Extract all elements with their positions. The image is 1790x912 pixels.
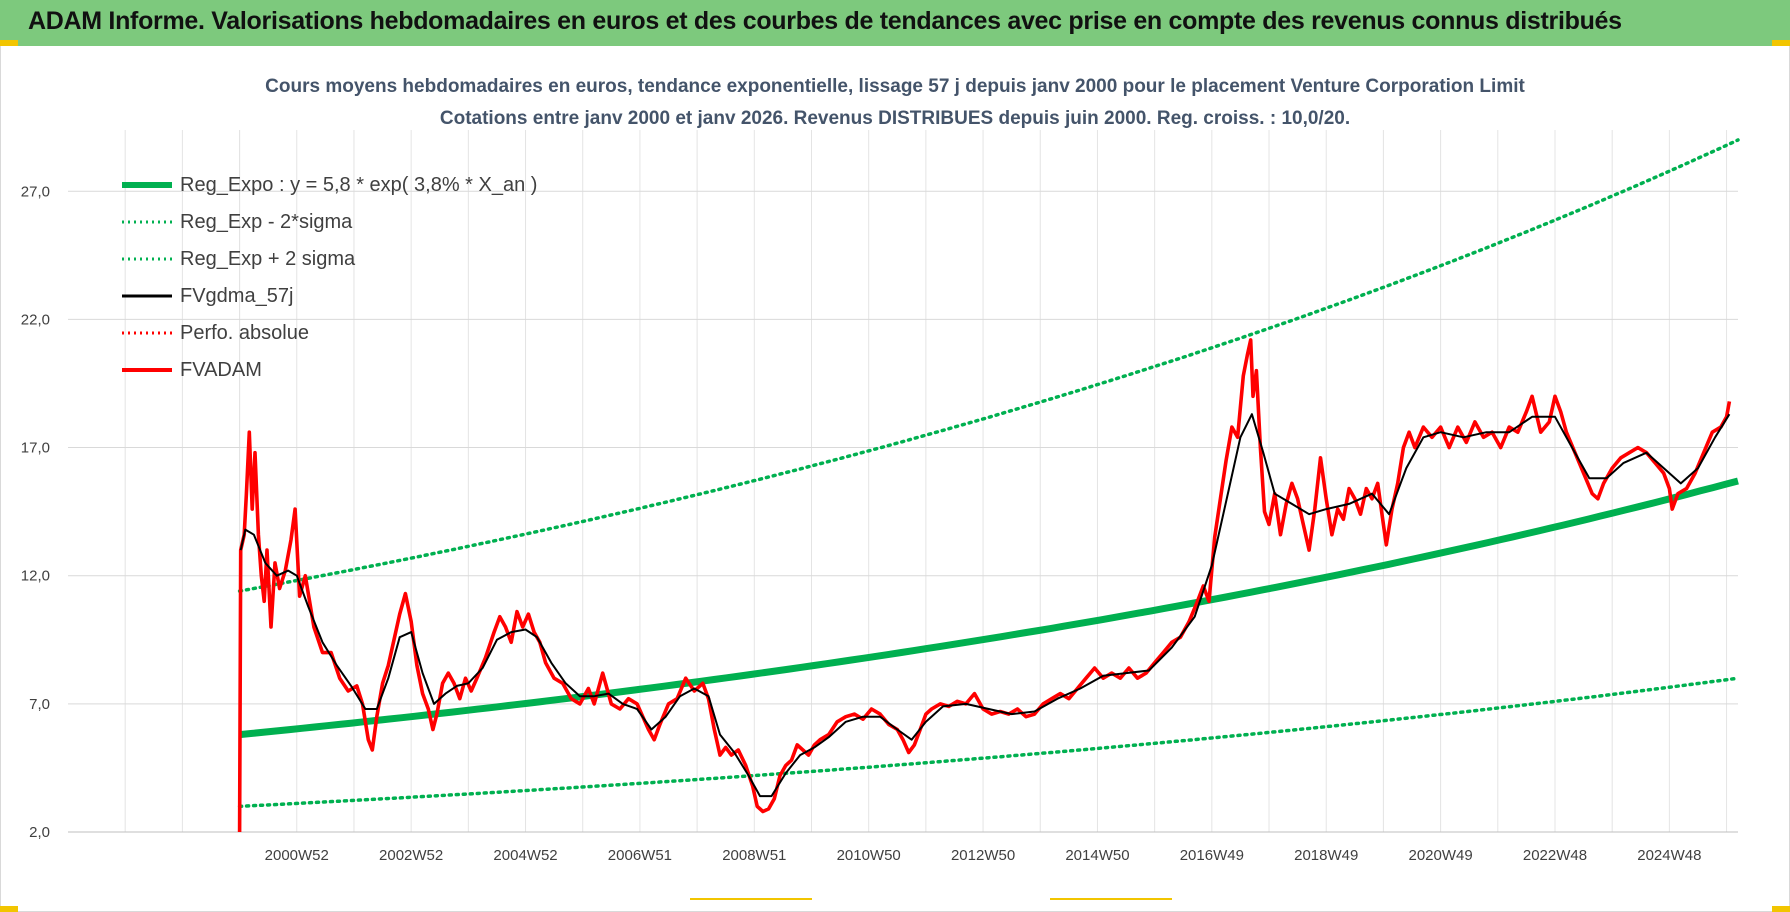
reg-plus-2sigma-line [237,138,1740,593]
chart-title-line-1: Cours moyens hebdomadaires en euros, ten… [265,76,1525,97]
header-banner: ADAM Informe. Valorisations hebdomadaire… [0,0,1790,46]
legend-label: FVADAM [180,359,262,381]
y-tick-label: 27,0 [21,183,50,200]
x-tick-label: 2010W50 [837,847,901,864]
reg-minus-2sigma-line [237,676,1740,809]
series [237,138,1740,833]
axes: 2,0 7,0 12,0 17,0 22,0 27,0 2000W52 2002W52 2004… [21,183,1738,864]
legend-label: FVgdma_57j [180,285,293,307]
x-tick-label: 2022W48 [1523,847,1587,864]
x-tick-label: 2018W49 [1294,847,1358,864]
chart-title-line-2: Cotations entre janv 2000 et janv 2026. … [440,108,1350,129]
corner-mark-bottom-left [0,906,18,912]
x-tick-label: 2006W51 [608,847,672,864]
y-tick-label: 7,0 [29,696,50,713]
legend-label: Reg_Exp - 2*sigma [180,211,353,233]
grid [68,130,1738,833]
x-tick-label: 2000W52 [265,847,329,864]
y-tick-label: 17,0 [21,440,50,457]
bottom-mark-1 [690,898,812,900]
corner-mark-bottom-right [1772,906,1790,912]
x-tick-label: 2016W49 [1180,847,1244,864]
legend: Reg_Expo : y = 5,8 * exp( 3,8% * X_an ) R… [122,174,537,381]
banner-title: ADAM Informe. Valorisations hebdomadaire… [28,7,1622,35]
y-tick-label: 12,0 [21,568,50,585]
corner-mark-top-left [0,40,18,46]
x-tick-label: 2004W52 [493,847,557,864]
corner-mark-top-right [1772,40,1790,46]
chart: 2,0 7,0 12,0 17,0 22,0 27,0 2000W52 2002W52 2004… [21,76,1740,864]
y-tick-label: 22,0 [21,311,50,328]
x-tick-label: 2014W50 [1065,847,1129,864]
fvgdma-57j-line [239,413,1731,798]
x-tick-label: 2020W49 [1408,847,1472,864]
fvadam-line [237,338,1732,833]
x-tick-label: 2012W50 [951,847,1015,864]
x-tick-label: 2002W52 [379,847,443,864]
legend-label: Reg_Exp + 2 sigma [180,248,356,270]
x-tick-label: 2024W48 [1637,847,1701,864]
y-tick-label: 2,0 [29,824,50,841]
legend-label: Perfo. absolue [180,322,309,344]
reg-expo-line [239,477,1739,739]
bottom-mark-2 [1050,898,1172,900]
legend-label: Reg_Expo : y = 5,8 * exp( 3,8% * X_an ) [180,174,537,196]
x-tick-label: 2008W51 [722,847,786,864]
